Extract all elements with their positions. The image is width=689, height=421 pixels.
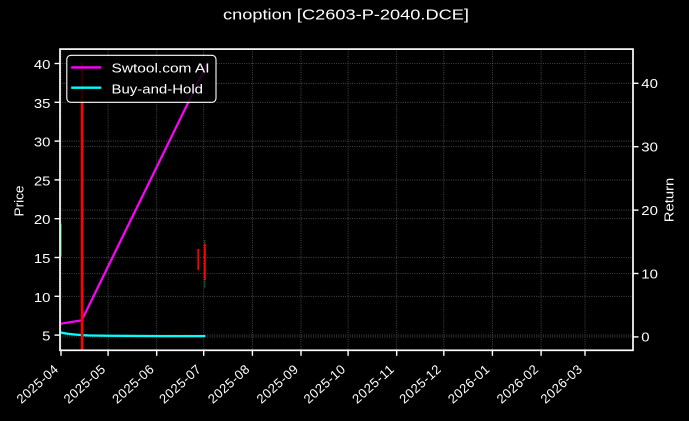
svg-text:20: 20 [641,203,658,218]
svg-text:40: 40 [34,57,51,72]
svg-text:20: 20 [34,212,51,227]
svg-text:15: 15 [34,251,51,266]
svg-text:30: 30 [34,135,51,150]
svg-text:Buy-and-Hold: Buy-and-Hold [112,81,204,96]
svg-text:30: 30 [641,139,658,154]
svg-text:5: 5 [42,329,51,344]
svg-text:Swtool.com AI: Swtool.com AI [112,60,210,75]
svg-text:40: 40 [641,76,658,91]
svg-text:cnoption [C2603-P-2040.DCE]: cnoption [C2603-P-2040.DCE] [223,8,469,24]
svg-text:10: 10 [34,290,51,305]
svg-text:0: 0 [641,330,650,345]
svg-text:25: 25 [34,173,51,188]
svg-text:10: 10 [641,266,658,281]
svg-text:Return: Return [662,178,677,223]
svg-text:35: 35 [34,96,51,111]
svg-text:Price: Price [12,186,27,217]
